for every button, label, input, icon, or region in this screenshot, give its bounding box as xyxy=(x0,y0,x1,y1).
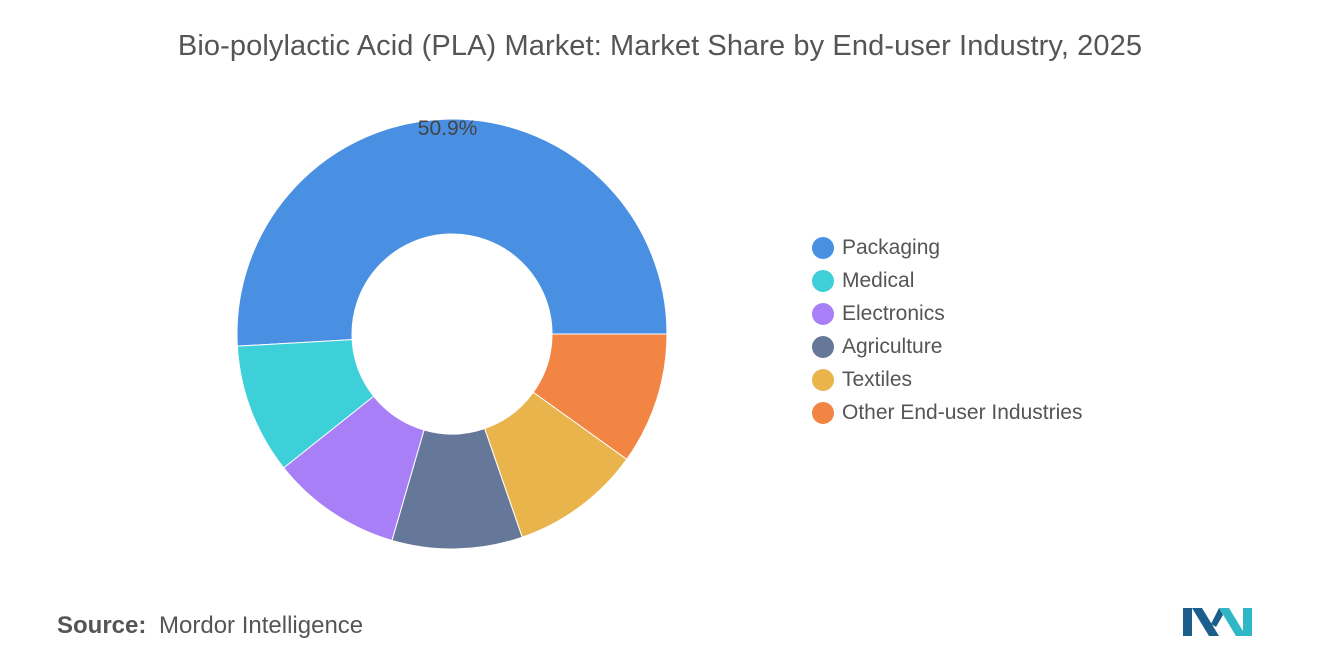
legend-item: Other End-user Industries xyxy=(812,396,1082,429)
legend-label: Electronics xyxy=(842,301,945,325)
legend-item: Textiles xyxy=(812,363,1082,396)
legend-label: Medical xyxy=(842,268,915,292)
source-text: Mordor Intelligence xyxy=(159,612,364,639)
slice-value-label: 50.9% xyxy=(418,117,478,140)
source-note: Source: Mordor Intelligence xyxy=(57,612,363,640)
donut-slice-other-end-user-industries xyxy=(532,333,668,460)
legend-label: Agriculture xyxy=(842,334,943,358)
legend-item: Medical xyxy=(812,264,1082,297)
legend-swatch-icon xyxy=(812,302,834,325)
legend-label: Packaging xyxy=(842,235,941,259)
legend-swatch-icon xyxy=(812,401,834,424)
chart-title: Bio-polylactic Acid (PLA) Market: Market… xyxy=(177,30,1143,62)
legend-item: Electronics xyxy=(812,297,1082,330)
donut-slice-packaging xyxy=(236,118,668,347)
legend-swatch-icon xyxy=(812,269,834,292)
legend-swatch-icon xyxy=(812,368,834,391)
mordor-intelligence-logo-icon xyxy=(1183,608,1252,636)
legend-item: Packaging xyxy=(812,231,1082,264)
legend-swatch-icon xyxy=(812,236,834,259)
source-prefix: Source: xyxy=(57,612,147,639)
legend-label: Other End-user Industries xyxy=(842,400,1083,424)
legend-swatch-icon xyxy=(812,335,834,358)
chart-legend: Packaging Medical Electronics Agriculture Te… xyxy=(812,231,1082,429)
legend-item: Agriculture xyxy=(812,330,1082,363)
legend-label: Textiles xyxy=(842,367,913,391)
